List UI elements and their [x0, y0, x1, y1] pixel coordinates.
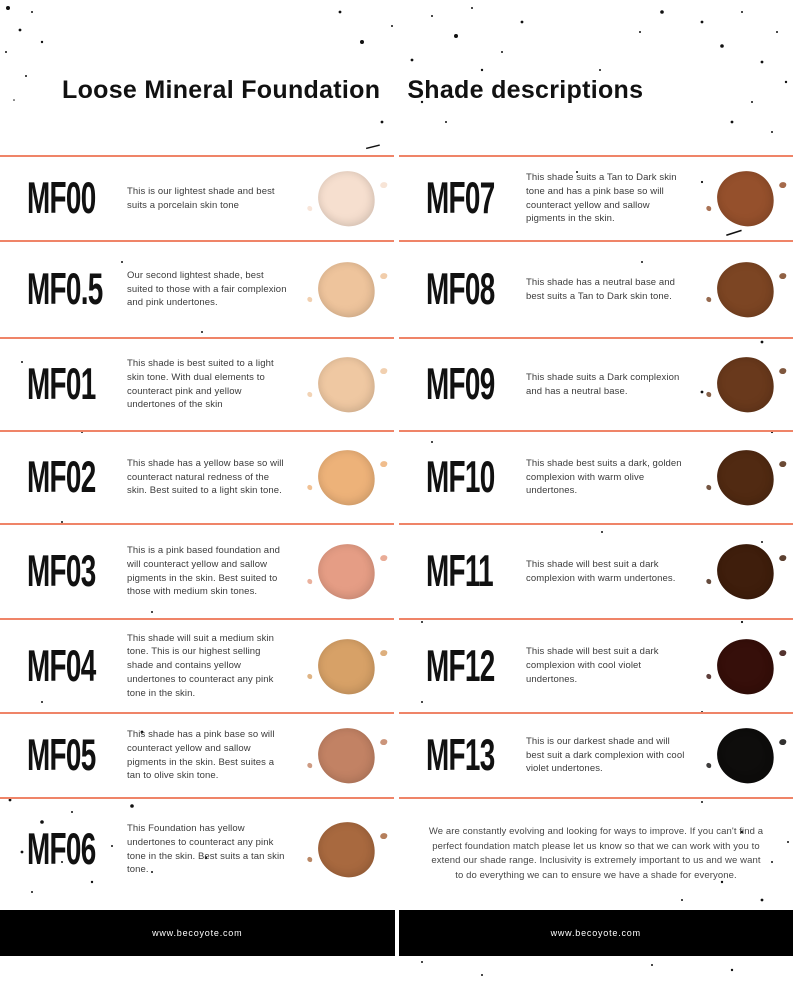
shade-swatch-image: [712, 446, 778, 509]
shade-name: MF11: [426, 546, 494, 596]
page-header: Loose Mineral Foundation Shade descripti…: [0, 0, 793, 155]
shade-name: MF03: [27, 546, 96, 596]
shade-name: MF07: [426, 173, 495, 223]
shade-row: MF12 This shade will best suit a dark co…: [399, 618, 793, 712]
shade-swatch-image: [712, 353, 778, 416]
shade-swatch-area: [697, 167, 793, 230]
shade-swatch-image: [313, 258, 379, 321]
shade-swatch-area: [298, 258, 394, 321]
shade-row: MF10 This shade best suits a dark, golde…: [399, 430, 793, 523]
shade-swatch-image: [712, 634, 778, 698]
page-footer: www.becoyote.com www.becoyote.com: [0, 910, 793, 956]
shade-name: MF02: [27, 452, 96, 502]
shade-name: MF0.5: [27, 264, 103, 314]
shade-name: MF05: [27, 730, 96, 780]
shade-description: This shade will best suit a dark complex…: [526, 646, 659, 685]
footer-bar-left: www.becoyote.com: [0, 910, 395, 956]
shade-description: This is a pink based foundation and will…: [127, 544, 280, 598]
shade-row: MF04 This shade will suit a medium skin …: [0, 618, 394, 712]
shade-description: This shade has a neutral base and best s…: [526, 276, 676, 302]
shade-description: This shade suits a Dark complexion and h…: [526, 371, 680, 397]
shade-row: MF01 This shade is best suited to a ligh…: [0, 337, 394, 430]
shade-row: MF08 This shade has a neutral base and b…: [399, 240, 793, 337]
shade-swatch-image: [313, 724, 379, 787]
shade-row: MF05 This shade has a pink base so will …: [0, 712, 394, 797]
shade-swatch-image: [313, 353, 379, 416]
shade-column-left: MF00 This is our lightest shade and best…: [0, 155, 394, 900]
shade-swatch-area: [697, 634, 793, 698]
shade-swatch-area: [298, 724, 394, 787]
shade-swatch-area: [697, 724, 793, 787]
shade-description: This shade is best suited to a light ski…: [127, 357, 274, 411]
shade-description: This shade suits a Tan to Dark skin tone…: [526, 171, 677, 225]
shade-swatch-area: [298, 634, 394, 698]
shade-name: MF10: [426, 452, 495, 502]
shade-name: MF08: [426, 264, 495, 314]
page-title-product: Loose Mineral Foundation: [62, 76, 381, 104]
shade-description: This shade best suits a dark, golden com…: [526, 457, 682, 497]
shade-row: MF11 This shade will best suit a dark co…: [399, 523, 793, 618]
shade-swatch-area: [697, 540, 793, 603]
shade-name: MF01: [27, 359, 96, 409]
shade-swatch-area: [298, 446, 394, 509]
shade-row: MF02 This shade has a yellow base so wil…: [0, 430, 394, 523]
shade-grid: MF00 This is our lightest shade and best…: [0, 155, 793, 900]
shade-swatch-area: [697, 353, 793, 416]
inclusivity-note: We are constantly evolving and looking f…: [399, 797, 793, 884]
shade-description: This shade will suit a medium skin tone.…: [127, 632, 275, 699]
shade-swatch-area: [298, 167, 394, 230]
shade-swatch-image: [313, 818, 379, 881]
page-title: Loose Mineral Foundation Shade descripti…: [62, 76, 793, 105]
shade-description: This shade has a yellow base so will cou…: [127, 457, 284, 497]
shade-swatch-image: [712, 258, 778, 321]
shade-swatch-area: [298, 818, 394, 881]
website-url: www.becoyote.com: [550, 928, 641, 938]
shade-name: MF06: [27, 824, 96, 874]
shade-name: MF04: [27, 640, 96, 691]
website-url: www.becoyote.com: [152, 928, 243, 938]
shade-row: MF13 This is our darkest shade and will …: [399, 712, 793, 797]
shade-column-right: MF07 This shade suits a Tan to Dark skin…: [399, 155, 793, 900]
shade-name: MF13: [426, 730, 495, 780]
shade-row: MF06 This Foundation has yellow underton…: [0, 797, 394, 900]
shade-description: Our second lightest shade, best suited t…: [127, 269, 287, 309]
shade-swatch-image: [712, 167, 778, 230]
shade-swatch-area: [298, 540, 394, 603]
shade-name: MF12: [426, 640, 495, 691]
shade-description: This shade will best suit a dark complex…: [526, 558, 676, 584]
shade-swatch-area: [697, 258, 793, 321]
shade-row: MF09 This shade suits a Dark complexion …: [399, 337, 793, 430]
shade-name: MF09: [426, 359, 495, 409]
shade-description: This Foundation has yellow undertones to…: [127, 822, 285, 876]
footer-bar-right: www.becoyote.com: [398, 910, 793, 956]
shade-description: This is our lightest shade and best suit…: [127, 185, 275, 211]
shade-row: MF0.5 Our second lightest shade, best su…: [0, 240, 394, 337]
shade-description: This shade has a pink base so will count…: [127, 728, 275, 782]
shade-swatch-image: [313, 167, 379, 230]
shade-swatch-area: [697, 446, 793, 509]
shade-swatch-image: [313, 446, 379, 509]
page-title-subject: Shade descriptions: [407, 76, 644, 104]
shade-description: This is our darkest shade and will best …: [526, 735, 685, 775]
shade-swatch-area: [298, 353, 394, 416]
shade-row: MF07 This shade suits a Tan to Dark skin…: [399, 155, 793, 240]
inclusivity-note-text: We are constantly evolving and looking f…: [428, 826, 764, 882]
shade-row: MF03 This is a pink based foundation and…: [0, 523, 394, 618]
shade-swatch-image: [313, 540, 379, 603]
shade-row: MF00 This is our lightest shade and best…: [0, 155, 394, 240]
shade-swatch-image: [712, 724, 778, 787]
shade-swatch-image: [712, 540, 778, 603]
shade-swatch-image: [313, 634, 379, 698]
shade-name: MF00: [27, 173, 96, 223]
